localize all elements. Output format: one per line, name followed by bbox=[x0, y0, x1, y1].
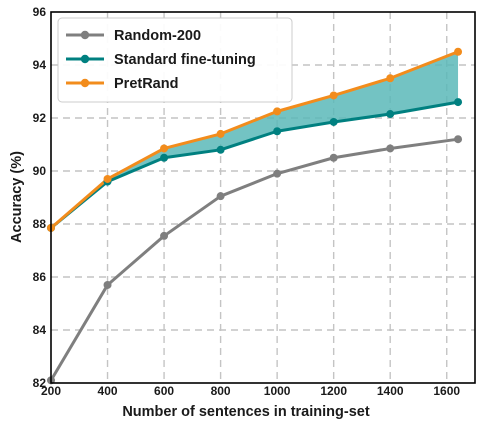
series-points bbox=[47, 47, 463, 385]
y-tick-label: 84 bbox=[33, 323, 47, 337]
data-point-random-200 bbox=[216, 192, 225, 201]
x-tick-label: 1200 bbox=[320, 384, 347, 398]
series-line-pretrand bbox=[50, 50, 459, 230]
legend-box bbox=[57, 17, 293, 103]
legend-label: Random-200 bbox=[114, 28, 201, 44]
series-line-random-200 bbox=[49, 137, 459, 382]
data-point-random-200 bbox=[454, 135, 463, 144]
y-tick-label: 82 bbox=[33, 376, 47, 390]
x-tick-label: 600 bbox=[154, 384, 174, 398]
y-tick-label: 96 bbox=[33, 5, 47, 19]
data-point-standard-fine-tuning bbox=[160, 153, 169, 162]
y-tick-label: 90 bbox=[33, 164, 47, 178]
series-lines bbox=[49, 50, 459, 382]
legend-swatch-marker bbox=[80, 78, 90, 88]
data-point-pretrand bbox=[160, 144, 169, 153]
legend-label: Standard fine-tuning bbox=[114, 52, 256, 68]
data-point-pretrand bbox=[454, 47, 463, 56]
x-tick-label: 1600 bbox=[433, 384, 460, 398]
x-tick-labels: 200 400 600 800 1000 1200 1400 1600 bbox=[41, 384, 460, 398]
data-point-random-200 bbox=[329, 153, 338, 162]
x-axis-title: Number of sentences in training-set bbox=[122, 404, 370, 420]
legend: Random-200 Standard fine-tuning PretRand bbox=[57, 17, 293, 103]
x-tick-label: 200 bbox=[41, 384, 61, 398]
data-point-pretrand bbox=[386, 74, 395, 83]
data-point-random-200 bbox=[273, 169, 282, 178]
x-tick-label: 1400 bbox=[377, 384, 404, 398]
data-point-standard-fine-tuning bbox=[329, 117, 338, 126]
data-point-pretrand bbox=[103, 174, 112, 183]
data-point-random-200 bbox=[160, 231, 169, 240]
data-point-random-200 bbox=[103, 280, 112, 289]
legend-swatch-marker bbox=[80, 54, 90, 64]
y-tick-label: 94 bbox=[33, 58, 47, 72]
series-line-standard-fine-tuning bbox=[50, 100, 459, 230]
y-tick-labels: 82 84 86 88 90 92 94 96 bbox=[33, 5, 47, 390]
data-point-standard-fine-tuning bbox=[273, 127, 282, 136]
data-point-pretrand bbox=[216, 129, 225, 138]
shaded-gap-region bbox=[51, 51, 459, 228]
x-tick-label: 1000 bbox=[264, 384, 291, 398]
legend-label: PretRand bbox=[114, 76, 178, 92]
shaded-region bbox=[51, 51, 459, 228]
y-axis-title: Accuracy (%) bbox=[9, 151, 25, 243]
x-tick-label: 400 bbox=[98, 384, 118, 398]
y-tick-label: 88 bbox=[33, 217, 47, 231]
data-point-standard-fine-tuning bbox=[216, 145, 225, 154]
y-tick-label: 92 bbox=[33, 111, 47, 125]
data-point-random-200 bbox=[386, 144, 395, 153]
data-point-pretrand bbox=[329, 91, 338, 100]
plot-frame bbox=[50, 11, 476, 384]
data-point-pretrand bbox=[273, 107, 282, 116]
y-tick-label: 86 bbox=[33, 270, 47, 284]
data-point-standard-fine-tuning bbox=[386, 110, 395, 119]
legend-swatch-marker bbox=[80, 30, 90, 40]
x-tick-label: 800 bbox=[211, 384, 231, 398]
data-point-standard-fine-tuning bbox=[454, 98, 463, 107]
